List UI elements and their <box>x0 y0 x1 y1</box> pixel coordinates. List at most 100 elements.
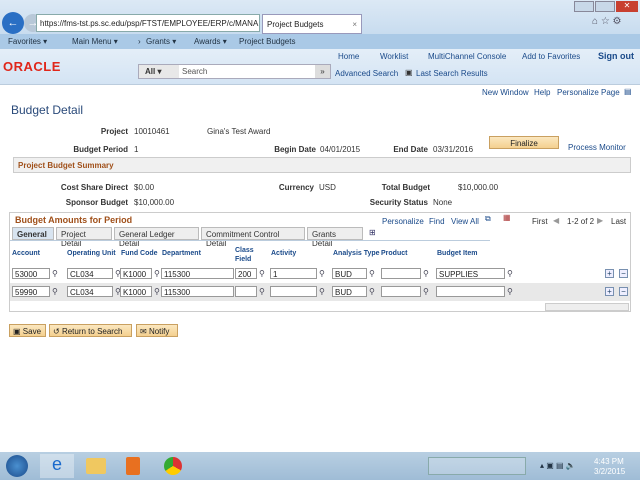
return-to-search-button[interactable]: ↺ Return to Search <box>49 324 132 337</box>
internet-explorer-icon[interactable]: e <box>40 454 74 478</box>
delete-row-icon[interactable]: − <box>619 287 628 296</box>
process-monitor-link[interactable]: Process Monitor <box>568 143 626 152</box>
department-input[interactable]: 115300 <box>161 268 234 279</box>
lookup-icon[interactable]: ⚲ <box>423 287 429 296</box>
close-tab-icon[interactable]: × <box>352 20 357 29</box>
multichannel-console-link[interactable]: MultiChannel Console <box>428 52 507 61</box>
lookup-icon[interactable]: ⚲ <box>115 269 121 278</box>
lookup-icon[interactable]: ⚲ <box>507 287 513 296</box>
department-input[interactable]: 115300 <box>161 286 234 297</box>
col-department: Department <box>162 250 201 257</box>
tab-grants-detail[interactable]: Grants Detail <box>307 227 363 248</box>
fund-code-input[interactable]: K1000 <box>120 286 152 297</box>
clock-time[interactable]: 4:43 PM <box>594 457 624 466</box>
breadcrumb-awards[interactable]: Awards ▾ <box>194 37 227 46</box>
account-input[interactable]: 53000 <box>12 268 50 279</box>
lookup-icon[interactable]: ⚲ <box>52 287 58 296</box>
personalize-page-link[interactable]: Personalize Page <box>557 88 620 97</box>
fund-code-input[interactable]: K1000 <box>120 268 152 279</box>
product-input[interactable] <box>381 268 421 279</box>
main-menu[interactable]: Main Menu ▾ <box>72 37 118 46</box>
finalize-button[interactable]: Finalize <box>489 136 559 149</box>
operating-unit-input[interactable]: CL034 <box>67 268 113 279</box>
tab-commitment-control-detail[interactable]: Commitment Control Detail <box>201 227 305 248</box>
add-row-icon[interactable]: + <box>605 287 614 296</box>
lookup-icon[interactable]: ⚲ <box>319 269 325 278</box>
add-to-favorites-link[interactable]: Add to Favorites <box>522 52 581 61</box>
previous-icon[interactable]: ◀ <box>553 216 560 225</box>
browser-tab[interactable]: Project Budgets × <box>262 14 362 34</box>
product-input[interactable] <box>381 286 421 297</box>
last-search-results-link[interactable]: Last Search Results <box>416 69 488 78</box>
class-field-input[interactable] <box>235 286 257 297</box>
address-bar[interactable]: https://fms-tst.ps.sc.edu/psp/FTST/EMPLO… <box>36 14 260 32</box>
sign-out-link[interactable]: Sign out <box>598 51 634 61</box>
grid-view-all-link[interactable]: View All <box>451 217 479 226</box>
portal-header: ORACLE Home Worklist MultiChannel Consol… <box>0 49 640 85</box>
lookup-icon[interactable]: ⚲ <box>154 287 160 296</box>
home-link[interactable]: Home <box>338 52 360 61</box>
media-player-icon[interactable] <box>126 457 140 475</box>
notify-button[interactable]: ✉ Notify <box>136 324 178 337</box>
activity-input[interactable]: 1 <box>270 268 317 279</box>
lookup-icon[interactable]: ⚲ <box>52 269 58 278</box>
url-text: https://fms-tst.ps.sc.edu/psp/FTST/EMPLO… <box>40 19 259 28</box>
account-input[interactable]: 59990 <box>12 286 50 297</box>
tab-general[interactable]: General <box>12 227 54 240</box>
budget-item-input[interactable] <box>436 286 505 297</box>
favorites-menu[interactable]: Favorites ▾ <box>8 37 48 46</box>
lookup-icon[interactable]: ⚲ <box>369 269 375 278</box>
budget-item-input[interactable]: SUPPLIES <box>436 268 505 279</box>
page-layout-icon[interactable]: ▤ <box>624 87 632 96</box>
show-all-columns-icon[interactable]: ⊞ <box>369 228 376 237</box>
maximize-icon[interactable] <box>595 1 615 12</box>
delete-row-icon[interactable]: − <box>619 269 628 278</box>
advanced-search-link[interactable]: Advanced Search <box>335 69 399 78</box>
lookup-icon[interactable]: ⚲ <box>369 287 375 296</box>
lookup-icon[interactable]: ⚲ <box>507 269 513 278</box>
search-go-icon[interactable]: » <box>315 65 330 78</box>
summary-title: Project Budget Summary <box>18 161 114 170</box>
minimize-icon[interactable] <box>574 1 594 12</box>
grid-find-link[interactable]: Find <box>429 217 445 226</box>
next-icon[interactable]: ▶ <box>597 216 604 225</box>
grid-personalize-link[interactable]: Personalize <box>382 217 424 226</box>
search-input[interactable]: Search <box>182 67 208 76</box>
start-button[interactable] <box>6 455 28 477</box>
chrome-icon[interactable] <box>164 457 182 475</box>
horizontal-scrollbar[interactable] <box>545 303 629 311</box>
breadcrumb-grants[interactable]: Grants ▾ <box>146 37 177 46</box>
download-excel-icon[interactable]: ▦ <box>503 213 511 222</box>
zoom-grid-icon[interactable]: ⧉ <box>485 214 491 223</box>
class-field-input[interactable]: 200 <box>235 268 257 279</box>
help-link[interactable]: Help <box>534 88 551 97</box>
operating-unit-input[interactable]: CL034 <box>67 286 113 297</box>
add-row-icon[interactable]: + <box>605 269 614 278</box>
page-title: Budget Detail <box>11 103 84 117</box>
tab-title: Project Budgets <box>267 20 324 29</box>
breadcrumb-project-budgets[interactable]: Project Budgets <box>239 37 296 46</box>
tray-icons[interactable]: ▴ ▣ ▤ 🔈 <box>540 461 576 470</box>
tab-project-detail[interactable]: Project Detail <box>56 227 112 248</box>
new-window-link[interactable]: New Window <box>482 88 529 97</box>
back-icon[interactable]: ← <box>2 12 24 34</box>
file-explorer-icon[interactable] <box>86 458 106 474</box>
search-scope-select[interactable]: All ▾ <box>139 65 179 78</box>
home-star-gear-icons[interactable]: ⌂ ☆ ⚙ <box>592 16 622 27</box>
end-date-label: End Date <box>393 145 428 154</box>
activity-input[interactable] <box>270 286 317 297</box>
lookup-icon[interactable]: ⚲ <box>154 269 160 278</box>
lookup-icon[interactable]: ⚲ <box>423 269 429 278</box>
lookup-icon[interactable]: ⚲ <box>259 287 265 296</box>
analysis-type-input[interactable]: BUD <box>332 286 367 297</box>
close-window-icon[interactable]: ✕ <box>616 1 638 12</box>
lookup-icon[interactable]: ⚲ <box>259 269 265 278</box>
lookup-icon[interactable]: ⚲ <box>319 287 325 296</box>
tab-general-ledger-detail[interactable]: General Ledger Detail <box>114 227 199 248</box>
col-fund-code: Fund Code <box>121 250 158 257</box>
clock-date[interactable]: 3/2/2015 <box>594 467 626 476</box>
lookup-icon[interactable]: ⚲ <box>115 287 121 296</box>
worklist-link[interactable]: Worklist <box>380 52 409 61</box>
save-button[interactable]: ▣ Save <box>9 324 46 337</box>
analysis-type-input[interactable]: BUD <box>332 268 367 279</box>
